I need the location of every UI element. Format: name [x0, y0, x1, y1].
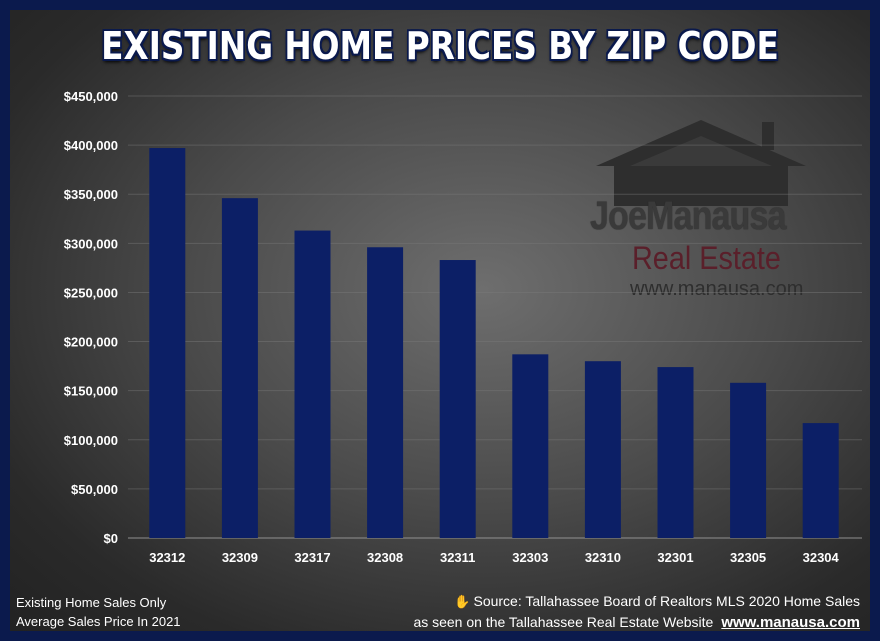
chart-title: Existing Home Prices By Zip Code — [101, 24, 779, 68]
house-icon — [596, 120, 806, 206]
y-tick-label: $100,000 — [64, 433, 118, 448]
bar-32317 — [294, 230, 331, 538]
bar-32303 — [512, 354, 549, 538]
y-tick-label: $350,000 — [64, 187, 118, 202]
logo-url: www.manausa.com — [630, 278, 804, 300]
bar-32309 — [221, 198, 258, 538]
bar-32301 — [657, 367, 694, 538]
footnote-line-2: Average Sales Price In 2021 — [16, 614, 181, 629]
bar-32304 — [802, 423, 839, 538]
hand-icon: ✋ — [454, 594, 471, 609]
footnote-left: Existing Home Sales Only Average Sales P… — [16, 593, 181, 631]
y-tick-label: $250,000 — [64, 285, 118, 300]
x-tick-label: 32308 — [367, 550, 403, 565]
y-tick-label: $200,000 — [64, 335, 118, 350]
y-tick-label: $400,000 — [64, 138, 118, 153]
y-tick-label: $0 — [104, 531, 118, 546]
y-tick-label: $300,000 — [64, 236, 118, 251]
source-text: Source: Tallahassee Board of Realtors ML… — [473, 593, 860, 609]
bar-32308 — [367, 247, 404, 539]
logo-brand: JoeManausa — [590, 194, 786, 238]
x-tick-label: 32310 — [585, 550, 621, 565]
brand-logo: JoeManausa Real Estate www.manausa.com — [576, 118, 826, 308]
x-tick-label: 32303 — [512, 550, 548, 565]
bar-32312 — [149, 148, 186, 538]
seen-on-text: as seen on the Tallahassee Real Estate W… — [413, 614, 714, 630]
y-tick-label: $150,000 — [64, 384, 118, 399]
x-tick-label: 32305 — [730, 550, 766, 565]
website-link[interactable]: www.manausa.com — [721, 614, 860, 631]
source-note: ✋ Source: Tallahassee Board of Realtors M… — [413, 591, 860, 631]
x-tick-label: 32312 — [149, 550, 185, 565]
bar-32310 — [584, 361, 621, 538]
footnote-line-1: Existing Home Sales Only — [16, 595, 167, 610]
x-tick-label: 32309 — [222, 550, 258, 565]
x-tick-label: 32311 — [440, 550, 475, 565]
x-tick-label: 32304 — [803, 550, 840, 565]
bar-32311 — [439, 260, 476, 538]
y-tick-label: $50,000 — [71, 482, 118, 497]
x-tick-label: 32317 — [294, 550, 330, 565]
x-tick-label: 32301 — [657, 550, 693, 565]
logo-subtitle: Real Estate — [632, 240, 781, 276]
bar-32305 — [730, 382, 767, 538]
y-tick-label: $450,000 — [64, 89, 118, 104]
